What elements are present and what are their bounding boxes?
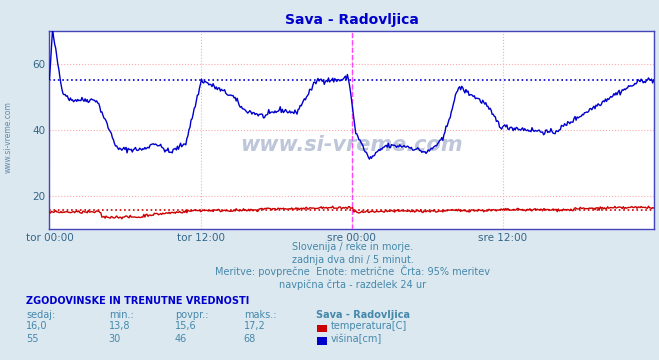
Text: 16,0: 16,0	[26, 321, 48, 332]
Text: 46: 46	[175, 334, 187, 344]
Text: 55: 55	[26, 334, 39, 344]
Text: višina[cm]: višina[cm]	[331, 334, 382, 344]
Text: 30: 30	[109, 334, 121, 344]
Text: Slovenija / reke in morje.: Slovenija / reke in morje.	[292, 242, 413, 252]
Text: www.si-vreme.com: www.si-vreme.com	[3, 101, 13, 173]
Text: temperatura[C]: temperatura[C]	[331, 321, 407, 332]
Text: povpr.:: povpr.:	[175, 310, 208, 320]
Text: 15,6: 15,6	[175, 321, 196, 332]
Text: navpična črta - razdelek 24 ur: navpična črta - razdelek 24 ur	[279, 279, 426, 290]
Text: ZGODOVINSKE IN TRENUTNE VREDNOSTI: ZGODOVINSKE IN TRENUTNE VREDNOSTI	[26, 296, 250, 306]
Text: 68: 68	[244, 334, 256, 344]
Title: Sava - Radovljica: Sava - Radovljica	[285, 13, 418, 27]
Text: 13,8: 13,8	[109, 321, 130, 332]
Text: zadnja dva dni / 5 minut.: zadnja dva dni / 5 minut.	[292, 255, 413, 265]
Text: maks.:: maks.:	[244, 310, 276, 320]
Text: min.:: min.:	[109, 310, 134, 320]
Text: www.si-vreme.com: www.si-vreme.com	[241, 135, 463, 156]
Text: 17,2: 17,2	[244, 321, 266, 332]
Text: sedaj:: sedaj:	[26, 310, 55, 320]
Text: Meritve: povprečne  Enote: metrične  Črta: 95% meritev: Meritve: povprečne Enote: metrične Črta:…	[215, 265, 490, 278]
Text: Sava - Radovljica: Sava - Radovljica	[316, 310, 411, 320]
